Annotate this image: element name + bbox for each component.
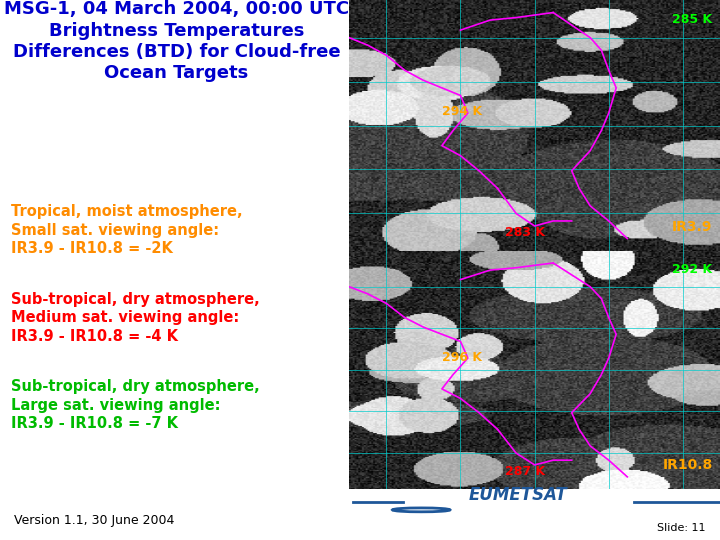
Text: 287 K: 287 K [505, 465, 545, 478]
Text: EUMETSAT: EUMETSAT [469, 485, 568, 503]
Text: MSG-1, 04 March 2004, 00:00 UTC
Brightness Temperatures
Differences (BTD) for Cl: MSG-1, 04 March 2004, 00:00 UTC Brightne… [4, 0, 349, 83]
Text: Sub-tropical, dry atmosphere,
Medium sat. viewing angle:
IR3.9 - IR10.8 = -4 K: Sub-tropical, dry atmosphere, Medium sat… [11, 292, 259, 344]
Text: 283 K: 283 K [505, 226, 545, 239]
Text: 292 K: 292 K [672, 263, 713, 276]
Text: 294 K: 294 K [442, 105, 482, 118]
Text: Version 1.1, 30 June 2004: Version 1.1, 30 June 2004 [14, 514, 175, 527]
Text: Slide: 11: Slide: 11 [657, 523, 706, 533]
Text: IR10.8: IR10.8 [662, 458, 713, 472]
Text: IR3.9: IR3.9 [672, 220, 713, 233]
Text: 296 K: 296 K [442, 351, 482, 364]
Text: Tropical, moist atmosphere,
Small sat. viewing angle:
IR3.9 - IR10.8 = -2K: Tropical, moist atmosphere, Small sat. v… [11, 204, 242, 256]
Text: 285 K: 285 K [672, 12, 713, 25]
Text: Sub-tropical, dry atmosphere,
Large sat. viewing angle:
IR3.9 - IR10.8 = -7 K: Sub-tropical, dry atmosphere, Large sat.… [11, 379, 259, 431]
